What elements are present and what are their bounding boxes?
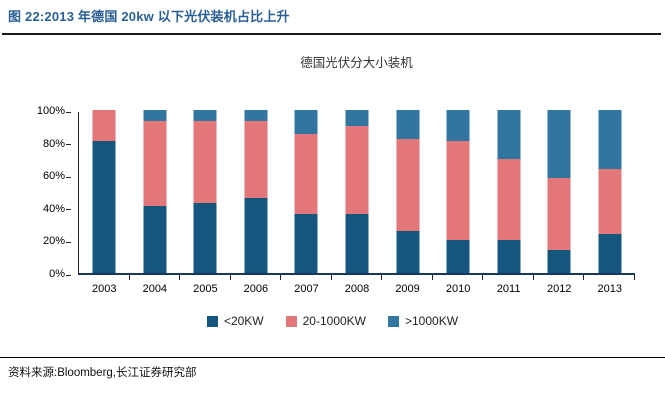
x-axis-tick-mark — [431, 275, 433, 280]
x-axis-tick-mark — [128, 275, 130, 280]
x-axis-tick-mark — [482, 275, 484, 280]
x-axis-tick-label: 2007 — [294, 283, 319, 295]
x-axis-tick-mark — [583, 275, 585, 280]
bar-segment — [547, 110, 571, 179]
y-axis-tick-mark — [66, 144, 71, 146]
y-axis-tick-label: 80% — [42, 137, 65, 150]
bar-segment — [345, 110, 369, 127]
legend-label: <20KW — [223, 314, 264, 328]
legend-label: >1000KW — [405, 314, 459, 328]
y-axis: 0% 20% 40% 60% 80% 100% — [0, 105, 71, 280]
bar-segment — [598, 110, 622, 169]
legend-swatch-icon — [388, 315, 399, 327]
bar-segment — [396, 139, 420, 231]
bar-segment — [345, 214, 369, 273]
bar-segment — [294, 110, 318, 135]
bar-column: 2005 — [180, 110, 231, 295]
y-axis-tick-label: 40% — [42, 202, 65, 215]
bar-segment — [294, 214, 318, 273]
x-axis-tick-mark — [280, 275, 282, 280]
legend-swatch-icon — [206, 315, 218, 327]
x-axis-tick-label: 2008 — [344, 283, 370, 295]
source-text: 资料来源:Bloomberg,长江证券研究部 — [8, 367, 197, 379]
bar-segment — [446, 240, 470, 273]
y-axis-tick-label: 60% — [42, 170, 65, 183]
bar-segment — [598, 168, 622, 234]
bar-column: 2008 — [332, 110, 383, 295]
bar-segment — [345, 126, 369, 215]
legend-label: 20-1000KW — [302, 314, 366, 328]
bar-column: 2012 — [534, 110, 585, 295]
x-axis-tick-mark — [381, 275, 383, 280]
bar-column: 2003 — [79, 110, 130, 295]
heading-divider — [2, 33, 661, 35]
bar-segment — [547, 250, 571, 273]
figure-title: 图 22:2013 年德国 20kw 以下光伏装机占比上升 — [8, 9, 290, 24]
y-axis-tick-label: 0% — [49, 268, 65, 280]
bar-segment — [244, 121, 268, 199]
chart-legend: <20KW 20-1000KW >1000KW — [0, 314, 665, 328]
bar-segment — [193, 202, 217, 273]
bar-segment — [244, 110, 268, 122]
bar-column: 2009 — [382, 110, 433, 295]
x-axis-tick-label: 2009 — [395, 283, 420, 295]
bar-column: 2006 — [231, 110, 282, 295]
bar-segment — [143, 121, 167, 207]
bar-segment — [396, 110, 420, 140]
bar-segment — [396, 230, 420, 273]
x-axis-tick-mark — [179, 275, 181, 280]
chart-title: 德国光伏分大小装机 — [300, 56, 413, 70]
y-axis-tick-label: 100% — [36, 105, 65, 117]
bar-segment — [547, 178, 571, 251]
y-axis-tick-mark — [66, 209, 71, 211]
bar-segment — [143, 206, 167, 273]
bar-segment — [143, 110, 167, 122]
bar-segment — [497, 110, 521, 159]
bar-column: 2010 — [433, 110, 484, 295]
x-axis-tick-mark — [634, 275, 636, 280]
y-axis-tick-mark — [66, 176, 71, 178]
bar-column: 2004 — [130, 110, 181, 295]
x-axis-tick-mark — [532, 275, 534, 280]
bar-segment — [92, 110, 116, 141]
bar-segment — [497, 240, 521, 273]
legend-item: >1000KW — [388, 314, 458, 328]
y-axis-tick-label: 20% — [42, 235, 65, 248]
bar-segment — [446, 140, 470, 241]
bar-column: 2013 — [584, 110, 636, 295]
x-axis-tick-mark — [330, 275, 332, 280]
bar-segment — [193, 110, 217, 122]
x-axis-tick-label: 2004 — [142, 283, 168, 295]
bar-column: 2011 — [483, 110, 534, 295]
bar-segment — [446, 110, 470, 141]
x-axis-tick-label: 2005 — [193, 283, 218, 295]
legend-item: 20-1000KW — [285, 314, 366, 328]
y-axis-tick-mark — [66, 111, 71, 113]
bar-columns: 2003 2004 2005 2006 2007 2008 2009 2010 2011 2012… — [79, 110, 636, 295]
bar-column: 2007 — [281, 110, 332, 295]
x-axis-tick-label: 2012 — [546, 283, 572, 295]
bar-segment — [92, 140, 116, 273]
x-axis-tick-label: 2006 — [243, 283, 269, 295]
footer-divider — [0, 357, 665, 358]
x-axis-tick-label: 2013 — [597, 283, 622, 295]
x-axis-tick-label: 2010 — [445, 283, 471, 295]
x-axis-tick-mark — [229, 275, 231, 280]
bar-segment — [244, 198, 268, 273]
bar-segment — [598, 233, 622, 273]
y-axis-tick-mark — [66, 274, 71, 276]
x-axis-tick-label: 2011 — [496, 283, 521, 295]
x-axis-tick-label: 2003 — [92, 283, 117, 295]
legend-item: <20KW — [206, 314, 264, 328]
bar-segment — [294, 134, 318, 215]
y-axis-tick-mark — [66, 241, 71, 243]
bar-segment — [193, 121, 217, 203]
legend-swatch-icon — [285, 315, 297, 327]
plot-area: 2003 2004 2005 2006 2007 2008 2009 2010 2011 2012… — [78, 110, 636, 295]
bar-segment — [497, 158, 521, 241]
